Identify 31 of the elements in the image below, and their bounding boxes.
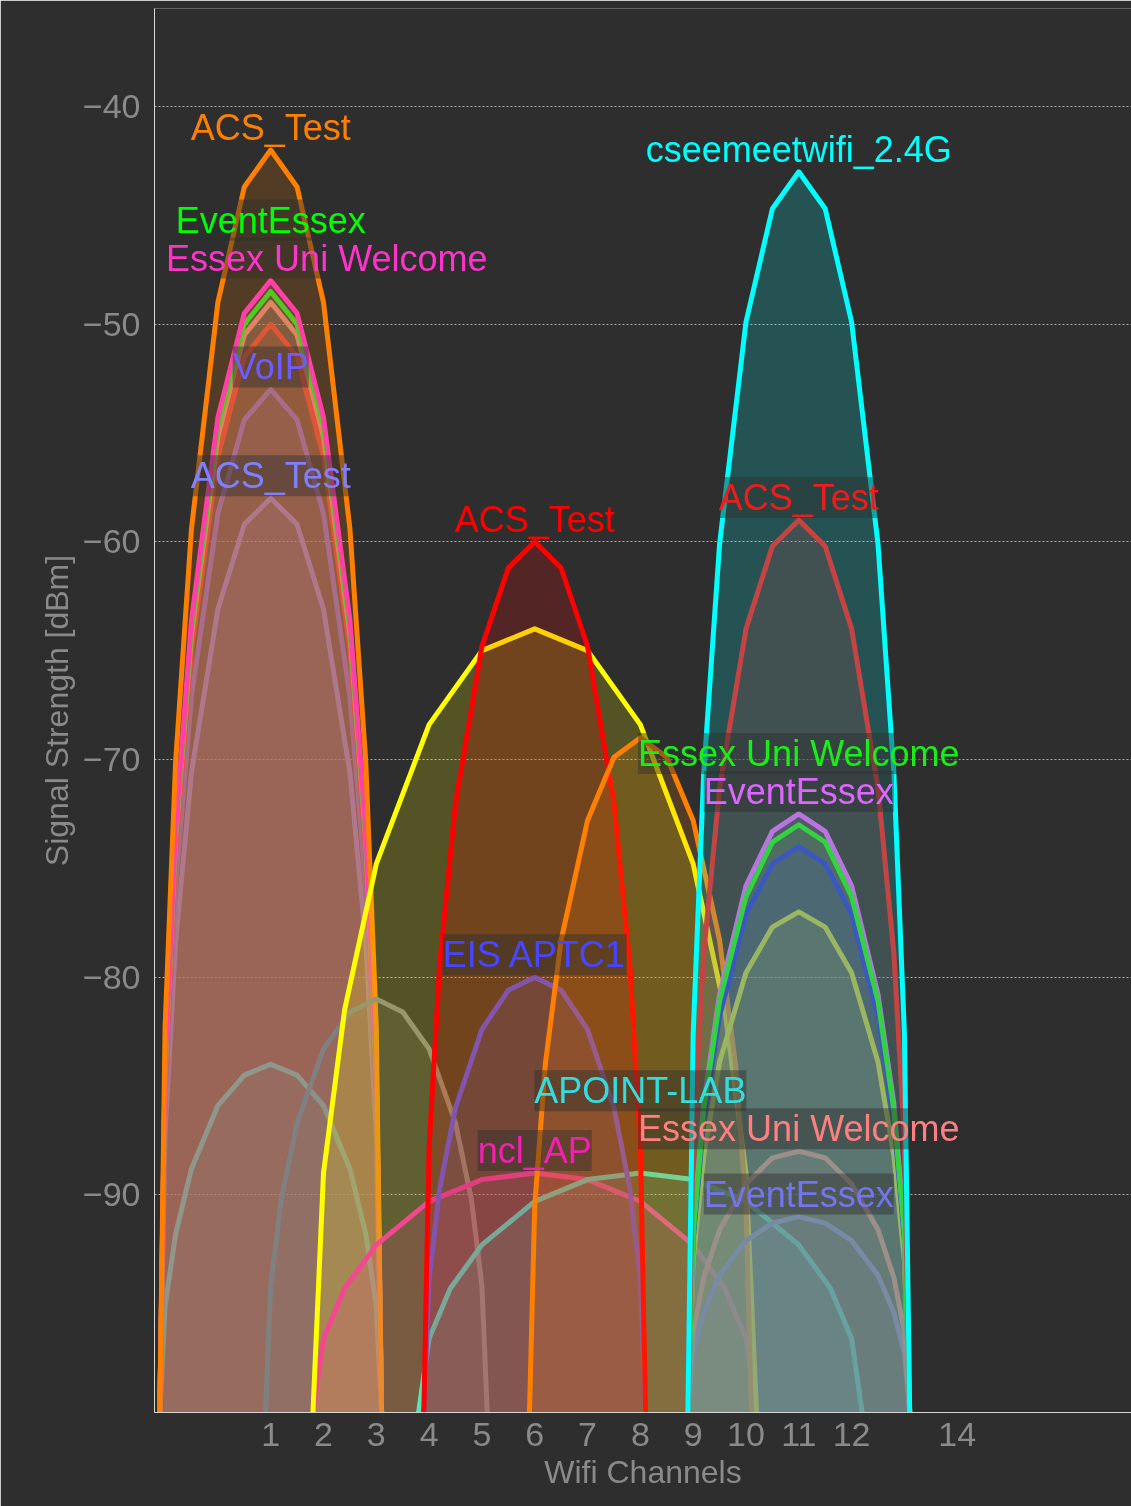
x-tick-label: 5: [472, 1414, 492, 1453]
x-tick-label: 14: [938, 1414, 977, 1453]
y-axis-title: Signal Strength [dBm]: [38, 554, 75, 867]
series-label: EIS APTC1: [442, 934, 625, 976]
x-tick-label: 2: [314, 1414, 333, 1453]
x-tick-label: 11: [781, 1414, 817, 1453]
series-label: ACS_Test: [718, 477, 879, 519]
x-tick-label: 6: [525, 1414, 545, 1453]
y-tick-label: −70: [82, 739, 141, 778]
series-label: VoIP: [232, 346, 309, 388]
x-axis-title: Wifi Channels: [544, 1453, 742, 1490]
y-tick-label: −40: [82, 86, 141, 125]
x-tick-label: 12: [832, 1414, 871, 1453]
x-tick-label: 3: [366, 1414, 386, 1453]
y-tick-label: −60: [82, 522, 141, 561]
series-label: ACS_Test: [190, 106, 351, 148]
x-tick-label: 8: [630, 1414, 650, 1453]
series-label: ACS_Test: [190, 455, 351, 497]
y-tick-label: −90: [82, 1175, 141, 1214]
x-tick-label: 10: [727, 1414, 765, 1453]
series-label: EventEssex: [703, 1173, 894, 1215]
series-label: EventEssex: [703, 770, 894, 812]
y-tick-label: −80: [82, 957, 141, 996]
series-label: ncl_AP: [477, 1130, 592, 1172]
series-label: ACS_Test: [454, 498, 615, 540]
y-tick-label: −50: [82, 304, 141, 343]
series-label: cseemeetwifi_2.4G: [645, 128, 952, 170]
x-tick-label: 4: [419, 1414, 439, 1453]
x-tick-label: 1: [261, 1414, 281, 1453]
x-tick-label: 9: [683, 1414, 703, 1453]
x-tick-label: 7: [578, 1414, 598, 1453]
